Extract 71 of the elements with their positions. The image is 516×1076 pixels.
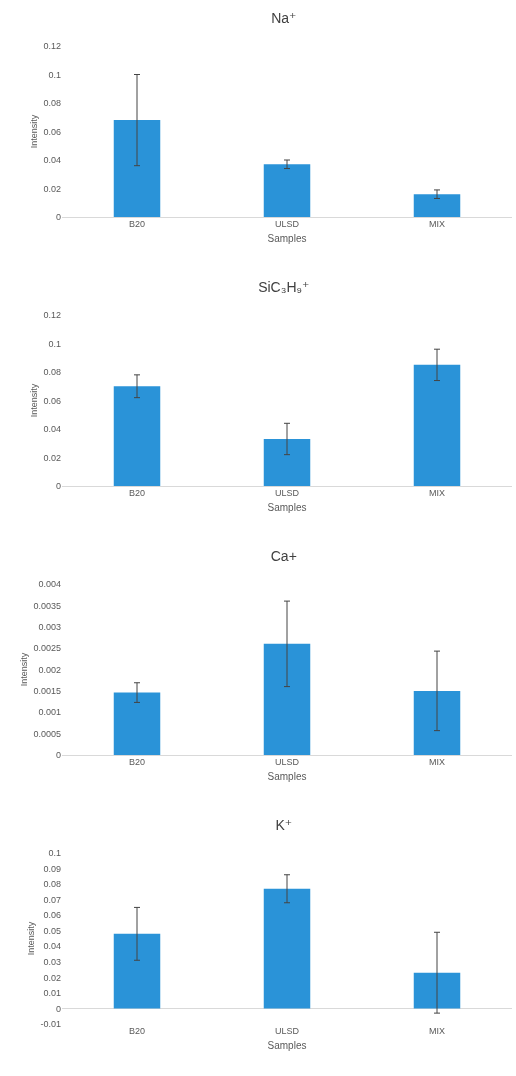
bar — [413, 364, 461, 486]
bar — [113, 386, 161, 486]
x-tick-label: MIX — [428, 757, 446, 767]
y-tick-label: 0 — [55, 750, 61, 761]
x-tick-label: ULSD — [274, 488, 300, 498]
y-tick-label: 0.02 — [43, 452, 61, 463]
y-tick-label: 0 — [55, 212, 61, 223]
y-tick-label: 0.04 — [43, 155, 61, 166]
bar — [113, 933, 161, 1009]
x-tick-label: ULSD — [274, 219, 300, 229]
y-tick-label: 0.08 — [43, 98, 61, 109]
x-axis-title: Samples — [267, 770, 307, 782]
y-tick-label: 0.1 — [48, 338, 61, 349]
y-axis-title: Intensity — [25, 921, 36, 956]
y-tick-label: 0.03 — [43, 956, 61, 967]
y-axis-title: Intensity — [18, 652, 29, 687]
y-tick-label: 0.1 — [48, 69, 61, 80]
y-tick-label: 0.06 — [43, 910, 61, 921]
y-tick-label: 0.12 — [43, 41, 61, 52]
y-tick-label: 0.04 — [43, 941, 61, 952]
y-tick-label: -0.01 — [40, 1019, 61, 1030]
bar — [413, 194, 461, 217]
chart-title: Na⁺ — [271, 10, 297, 27]
x-tick-label: B20 — [128, 1026, 146, 1036]
y-tick-label: 0.0005 — [33, 728, 61, 739]
y-tick-label: 0.0015 — [33, 686, 61, 697]
y-tick-label: 0.0025 — [33, 643, 61, 654]
y-tick-label: 0.12 — [43, 310, 61, 321]
y-tick-label: 0.004 — [38, 579, 61, 590]
bar — [113, 120, 161, 217]
bar — [263, 888, 311, 1009]
y-tick-label: 0.003 — [38, 621, 61, 632]
y-tick-label: 0.04 — [43, 424, 61, 435]
y-tick-label: 0.05 — [43, 925, 61, 936]
bar — [413, 972, 461, 1009]
y-tick-label: 0.01 — [43, 988, 61, 999]
bar — [263, 438, 311, 486]
x-axis-title: Samples — [267, 1039, 307, 1051]
chart-title: SiC₃H₉⁺ — [258, 279, 310, 296]
y-tick-label: 0.08 — [43, 367, 61, 378]
bar — [263, 164, 311, 217]
y-tick-label: 0.1 — [48, 848, 61, 859]
y-tick-label: 0.02 — [43, 972, 61, 983]
x-axis-title: Samples — [267, 232, 307, 244]
y-axis-title: Intensity — [28, 383, 39, 418]
y-axis-title: Intensity — [28, 114, 39, 149]
y-tick-label: 0.02 — [43, 183, 61, 194]
y-tick-label: 0.06 — [43, 126, 61, 137]
x-tick-label: B20 — [128, 757, 146, 767]
x-tick-label: B20 — [128, 488, 146, 498]
y-tick-label: 0.09 — [43, 863, 61, 874]
y-tick-label: 0.0035 — [33, 600, 61, 611]
y-tick-label: 0 — [55, 1003, 61, 1014]
x-tick-label: MIX — [428, 1026, 446, 1036]
x-tick-label: ULSD — [274, 1026, 300, 1036]
x-axis-title: Samples — [267, 501, 307, 513]
x-tick-label: MIX — [428, 488, 446, 498]
x-tick-label: ULSD — [274, 757, 300, 767]
x-tick-label: MIX — [428, 219, 446, 229]
bar — [413, 690, 461, 755]
y-tick-label: 0 — [55, 481, 61, 492]
x-tick-label: B20 — [128, 219, 146, 229]
y-tick-label: 0.08 — [43, 879, 61, 890]
chart-title: Ca+ — [270, 548, 297, 565]
y-tick-label: 0.001 — [38, 707, 61, 718]
y-tick-label: 0.06 — [43, 395, 61, 406]
bar — [263, 643, 311, 755]
chart-title: K⁺ — [275, 817, 293, 834]
y-tick-label: 0.07 — [43, 894, 61, 905]
bar — [113, 692, 161, 755]
y-tick-label: 0.002 — [38, 664, 61, 675]
